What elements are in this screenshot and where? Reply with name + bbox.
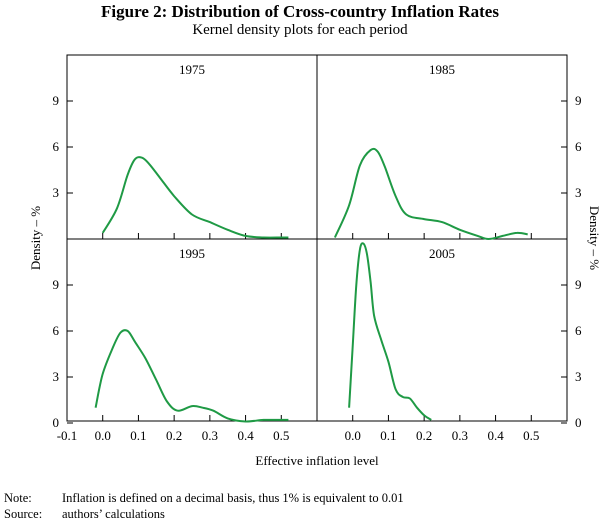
x-tick-label-right: 0.5 <box>523 428 539 443</box>
x-tick-label-left: 0.1 <box>130 428 146 443</box>
note-label: Note: <box>4 491 32 505</box>
x-tick-label-left: 0.3 <box>202 428 218 443</box>
x-tick-label-left: 0.5 <box>273 428 289 443</box>
panel-title-1985: 1985 <box>429 62 455 77</box>
y-tick-label-right: 6 <box>575 323 582 338</box>
density-line-1985 <box>333 147 528 240</box>
x-tick-label-right: 0.1 <box>380 428 396 443</box>
note-row: Note: Inflation is defined on a decimal … <box>4 490 404 506</box>
x-tick-label-left: 0.0 <box>95 428 111 443</box>
y-tick-label-left: 9 <box>53 277 60 292</box>
x-tick-label-right: 0.3 <box>452 428 468 443</box>
y-tick-label-right: 0 <box>575 415 582 430</box>
y-axis-label-right: Density – % <box>587 206 600 270</box>
y-tick-label-right: 9 <box>575 93 582 108</box>
y-tick-label-left: 6 <box>53 139 60 154</box>
density-line-2005 <box>348 242 432 421</box>
panel-title-1975: 1975 <box>179 62 205 77</box>
y-tick-label-left: 6 <box>53 323 60 338</box>
density-line-1995 <box>94 329 289 423</box>
x-tick-label-right: 0.4 <box>487 428 504 443</box>
y-tick-label-left: 3 <box>53 185 60 200</box>
density-line-1975 <box>101 156 289 239</box>
y-tick-label-left: 3 <box>53 369 60 384</box>
x-axis-label: Effective inflation level <box>255 453 379 468</box>
y-tick-label-left: 0 <box>53 415 60 430</box>
x-tick-label-right: 0.0 <box>345 428 361 443</box>
source-row: Source: authors’ calculations <box>4 506 404 522</box>
x-tick-label-left: 0.2 <box>166 428 182 443</box>
notes-block: Note: Inflation is defined on a decimal … <box>4 490 404 522</box>
source-text: authors’ calculations <box>62 507 165 521</box>
x-tick-label-left: 0.4 <box>237 428 254 443</box>
y-axis-label-left: Density – % <box>28 206 43 270</box>
source-label: Source: <box>4 507 43 521</box>
x-tick-label-right: 0.2 <box>416 428 432 443</box>
y-tick-label-left: 9 <box>53 93 60 108</box>
chart: 3 3 6 6 9 9 0 0 3 3 6 6 9 9 -0.1 0.0 0.1 0.2 0.3 0.4 0.5 0.0 0… <box>28 54 600 468</box>
figure-subtitle: Kernel density plots for each period <box>192 22 408 38</box>
figure-title: Figure 2: Distribution of Cross-country … <box>101 2 499 21</box>
x-tick-label-left: -0.1 <box>57 428 78 443</box>
panel-title-2005: 2005 <box>429 246 455 261</box>
note-text: Inflation is defined on a decimal basis,… <box>62 491 404 505</box>
y-tick-label-right: 3 <box>575 369 582 384</box>
y-tick-label-right: 9 <box>575 277 582 292</box>
panel-title-1995: 1995 <box>179 246 205 261</box>
y-tick-label-right: 3 <box>575 185 582 200</box>
y-tick-label-right: 6 <box>575 139 582 154</box>
